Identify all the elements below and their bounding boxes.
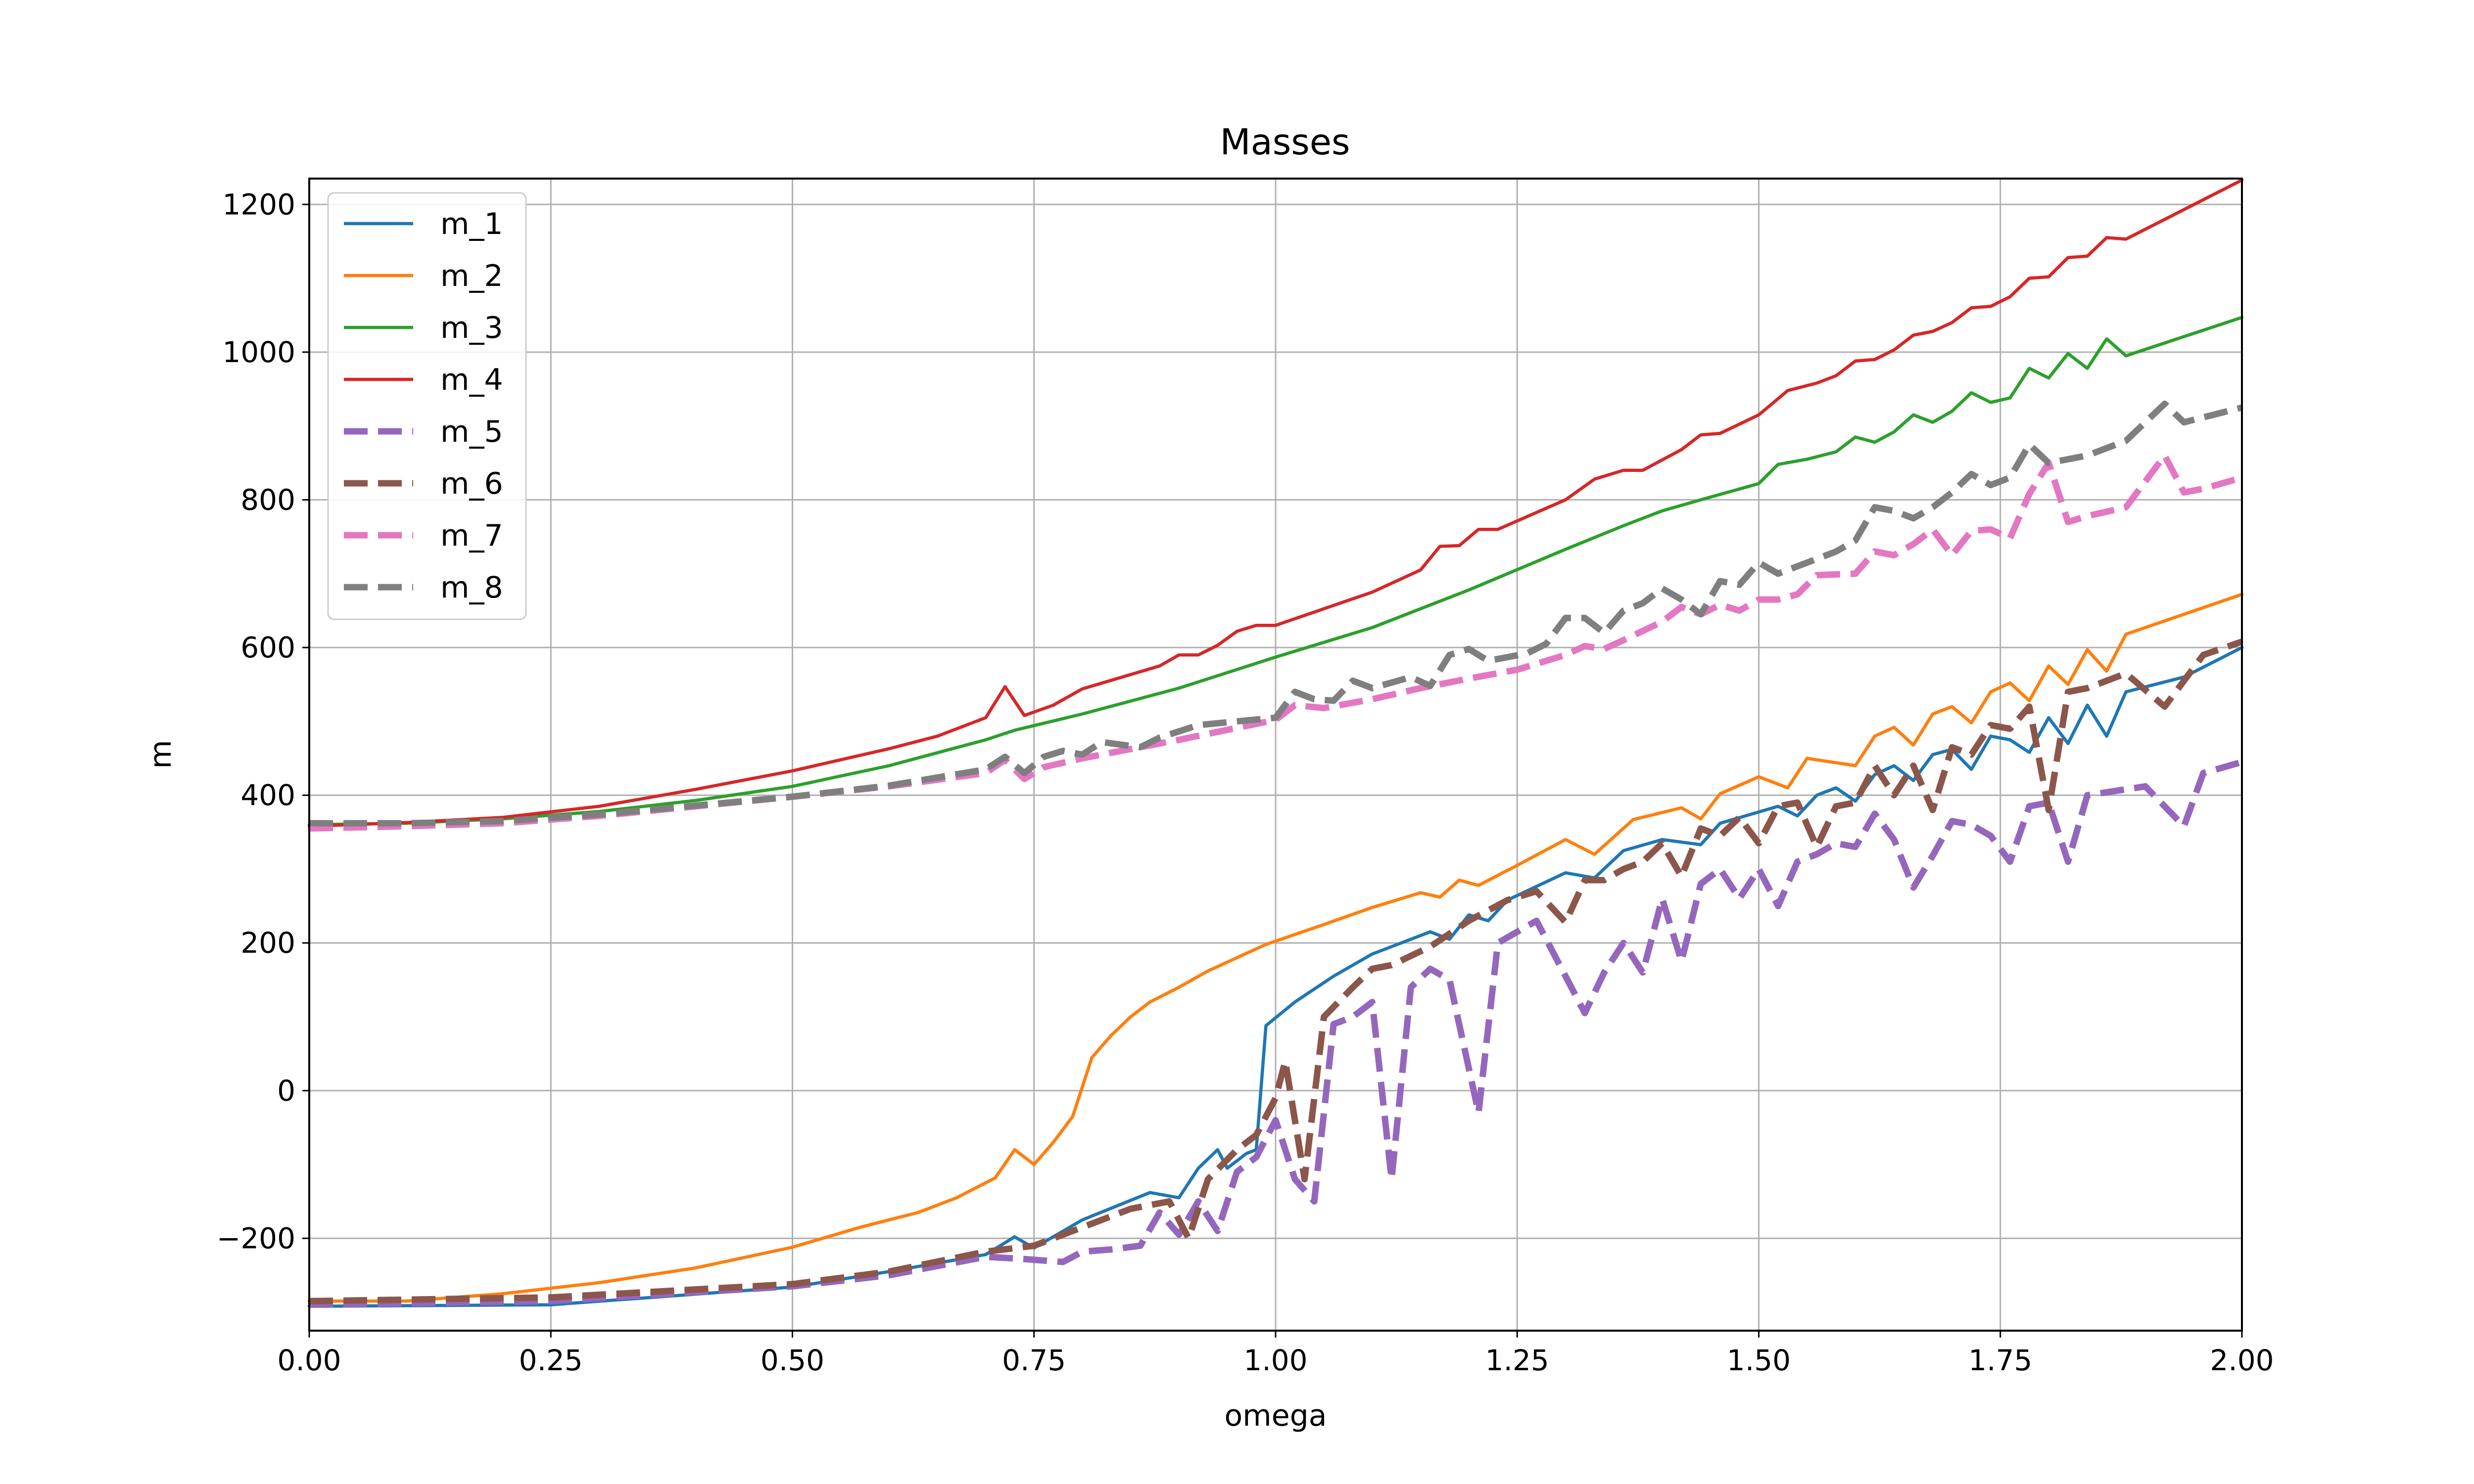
legend-label-m-3: m_3: [440, 311, 503, 345]
legend-label-m-5: m_5: [440, 415, 503, 449]
chart-title: Masses: [1220, 121, 1350, 163]
legend-label-m-4: m_4: [440, 363, 503, 397]
legend-label-m-6: m_6: [440, 466, 503, 501]
x-tick-label: 0.75: [1002, 1344, 1066, 1377]
x-tick-label: 0.50: [761, 1344, 824, 1377]
y-tick-label: 800: [240, 483, 295, 516]
x-tick-label: 2.00: [2210, 1344, 2274, 1377]
legend-label-m-7: m_7: [440, 518, 503, 553]
y-tick-label: 1200: [222, 187, 295, 221]
x-axis-ticks: 0.00 0.25 0.50 0.75 1.00 1.25 1.50 1.75 2.00: [277, 1331, 2274, 1377]
y-axis-ticks: −200 0 200 400 600 800 1000 1200: [217, 187, 309, 1255]
series-line-m-8: [309, 400, 2243, 827]
series-line-m-2: [307, 593, 2244, 1303]
series-line-m-5: [309, 759, 2243, 1308]
series-line-m-4: [307, 178, 2244, 828]
y-tick-label: −200: [217, 1221, 295, 1255]
series-line-m-7: [309, 452, 2243, 832]
series-line-m-6: [309, 638, 2243, 1304]
y-tick-label: 0: [277, 1074, 295, 1108]
x-tick-label: 1.00: [1243, 1344, 1307, 1377]
x-tick-label: 1.75: [1968, 1344, 2032, 1377]
legend: m_1 m_2 m_3 m_4 m_5 m_6 m_7 m_8: [327, 192, 527, 620]
y-tick-label: 1000: [222, 335, 295, 369]
x-tick-label: 0.00: [277, 1344, 341, 1377]
series-lines: [307, 178, 2244, 1308]
legend-box: [327, 192, 527, 620]
x-tick-label: 1.50: [1727, 1344, 1791, 1377]
y-axis-label: m: [143, 740, 178, 769]
y-tick-label: 600: [240, 631, 295, 664]
x-tick-label: 0.25: [519, 1344, 583, 1377]
legend-label-m-2: m_2: [440, 259, 503, 293]
x-tick-label: 1.25: [1485, 1344, 1549, 1377]
legend-label-m-8: m_8: [440, 570, 503, 605]
series-line-m-3: [307, 316, 2244, 827]
y-tick-label: 400: [240, 779, 295, 812]
y-tick-label: 200: [240, 926, 295, 960]
legend-label-m-1: m_1: [440, 207, 503, 241]
x-axis-label: omega: [1225, 1398, 1327, 1433]
